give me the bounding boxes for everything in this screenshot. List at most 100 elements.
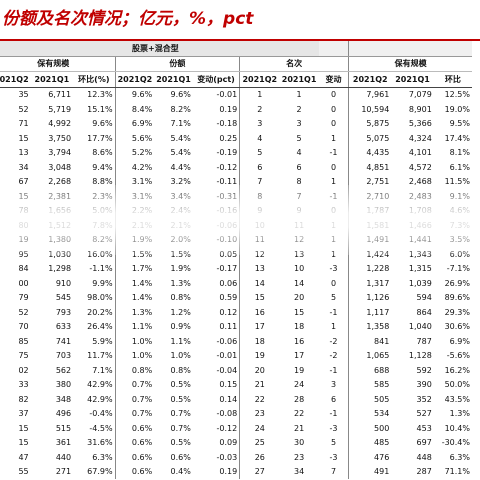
table-cell: 0.6% [114,421,155,436]
sub-header-scale-right: 保有规模 [348,56,472,72]
table-cell: 15 [239,290,280,305]
table-cell: 8.6% [92,148,113,158]
table-cell: 476 [348,450,392,465]
table-cell: 7,079 [408,90,432,100]
group-header-equity-hybrid: 股票+混合型 [0,41,319,57]
table-cell: 21 [293,423,305,433]
table-cell: 0.7% [170,423,191,433]
table-cell: 7.1% [170,119,191,129]
table-cell: 1 [330,133,337,143]
table-cell: 4,851 [348,160,392,175]
table-cell: 8.1% [449,148,470,158]
table-cell: 4,324 [408,133,432,143]
table-cell: 6 [330,394,337,404]
table-cell: 26 [239,450,280,465]
table-cell: 18 [293,322,305,332]
table-cell: 19 [293,365,305,375]
table-cell: -1 [329,148,338,158]
table-cell: 1.7% [114,261,155,276]
table-cell: 562 [55,365,72,375]
table-cell: 14 [293,278,305,288]
table-cell: 5 [330,438,337,448]
table-cell: -4.5% [89,423,113,433]
table-row: 85 741 5.9% 1.0% 1.1% -0.06 18 16 -2 841 787 6.9% [0,334,472,349]
table-cell: 6.1% [449,162,470,172]
table-cell: 534 [348,406,392,421]
table-cell: -1 [329,409,338,419]
table-cell: 1.3% [170,278,191,288]
table-cell: 17 [293,351,305,361]
table-cell: 0.6% [114,435,155,450]
table-cell: 594 [416,293,432,303]
table-cell: -7.1% [446,264,470,274]
table-cell: 5.4% [170,148,191,158]
table-cell: -0.01 [216,90,238,100]
table-cell: 585 [348,377,392,392]
table-cell: 4 [296,148,302,158]
table-cell: -0.17 [216,264,238,274]
table-cell: -0.12 [216,162,238,172]
table-row: 02 562 7.1% 0.8% 0.8% -0.04 20 19 -1 688 592 16.2% [0,363,472,378]
table-cell: 17 [239,319,280,334]
table-cell: 1,358 [348,319,392,334]
table-cell: 2,468 [408,177,432,187]
table-cell: 1,317 [348,276,392,291]
col-header: 2021Q1 [30,71,74,88]
table-cell: -0.4% [89,409,113,419]
table-cell: 1.3% [449,409,470,419]
table-cell: 0 [330,104,337,114]
table-cell: 9.6% [170,90,191,100]
table-cell: 1,298 [48,264,72,274]
col-header: 变动 [318,71,349,88]
table-row: 15 361 31.6% 0.6% 0.5% 0.09 25 30 5 485 697 -30.4% [0,435,472,450]
table-cell: 5,875 [348,116,392,131]
table-cell: -3 [329,423,338,433]
table-cell: 71 [18,119,29,129]
table-row: 15 3,750 17.7% 5.6% 5.4% 0.25 4 5 1 5,075 4,324 17.… [0,131,472,146]
table-cell: -0.06 [216,336,238,346]
table-cell: 98.0% [87,293,113,303]
table-cell: 380 [55,380,72,390]
table-cell: -0.08 [216,409,238,419]
table-cell: 1.4% [114,290,155,305]
table-cell: -1 [329,307,338,317]
table-cell: 34 [293,467,305,477]
table-cell: 7.1% [92,365,113,375]
table-cell: 440 [55,452,72,462]
table-cell: 15 [18,438,29,448]
table-cell: 37 [18,409,29,419]
table-cell: 3 [330,380,337,390]
table-cell: 34 [18,162,29,172]
table-row: 84 1,298 -1.1% 1.7% 1.9% -0.17 13 10 -3 1,228 1,31… [0,261,472,276]
col-header: 2021Q2 [0,71,31,88]
table-row: 13 3,794 8.6% 5.2% 5.4% -0.19 5 4 -1 4,435 4,101 8.… [0,145,472,160]
table-cell: 67.9% [87,467,113,477]
table-cell: 0.4% [170,467,191,477]
table-cell: 592 [416,365,432,375]
table-cell: -1 [329,365,338,375]
table-cell: 33 [18,380,29,390]
table-cell: 1.4% [114,276,155,291]
table-cell: -2 [329,336,338,346]
table-cell: 16 [293,336,305,346]
table-cell: 15 [18,133,29,143]
table-cell: 2 [239,102,280,117]
col-header: 2021Q1 [391,71,434,88]
table-cell: 703 [55,351,72,361]
table-row: 82 348 42.9% 0.7% 0.5% 0.14 22 28 6 505 352 43.5% [0,392,472,407]
table-cell: 527 [416,409,432,419]
table-cell: 1.2% [170,307,191,317]
table-cell: 3.2% [170,177,191,187]
table-cell: 23 [293,452,305,462]
table-cell: 3,048 [48,162,72,172]
table-cell: 47 [18,452,29,462]
sub-header-rank: 名次 [239,56,349,72]
table-cell: 864 [416,307,432,317]
col-header: 变动(pct) [192,71,240,88]
table-cell: 79 [18,293,29,303]
table-cell: 13 [18,148,29,158]
table-cell: 496 [55,409,72,419]
table-cell: 6.9% [114,116,155,131]
table-cell: 3,750 [48,133,72,143]
table-cell: 17.7% [87,133,113,143]
